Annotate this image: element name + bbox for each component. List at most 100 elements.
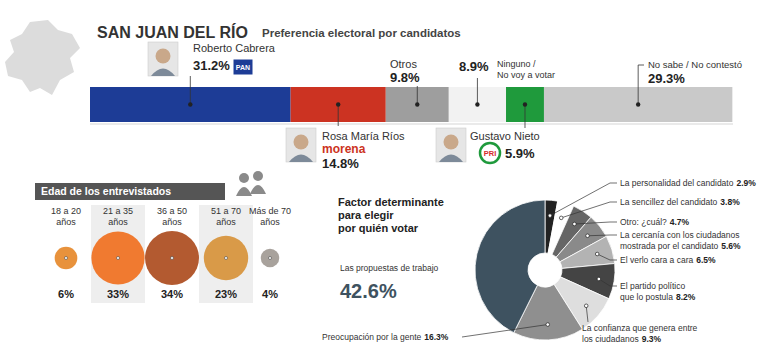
leader-dot [188, 102, 192, 106]
category-label: Rosa María Ríos [322, 130, 405, 142]
data-label: 5.9% [505, 146, 535, 161]
title: Edad de los entrevistados [41, 185, 171, 197]
bubble [91, 231, 144, 284]
photo-body [151, 69, 175, 77]
category-label: Roberto Cabrera [193, 42, 276, 54]
leader-line [477, 78, 478, 105]
data-label: 42.6% [340, 280, 397, 302]
category-label: No voy a votar [497, 70, 555, 80]
data-label: 9.3% [642, 334, 662, 344]
party-label: PAN [236, 64, 250, 71]
column-band [91, 205, 145, 303]
leader-dot [475, 102, 479, 106]
leader-line [597, 254, 617, 260]
photo-frame [148, 42, 178, 76]
leader-line [599, 279, 617, 286]
category-label: años [216, 217, 236, 227]
leader-dot [595, 252, 599, 256]
category-label: Otro: ¿cuál? [620, 217, 667, 227]
leader-line [338, 105, 339, 127]
slice-label: La sencillez del candidato3.8% [620, 197, 740, 207]
category-label: años [108, 217, 128, 227]
photo-frame [286, 128, 316, 162]
candidate-photo [436, 128, 466, 162]
data-label: 5.6% [721, 241, 741, 251]
leader-dot [546, 323, 550, 327]
data-label: 4.7% [670, 217, 690, 227]
category-label: El verlo cara a cara [620, 255, 693, 265]
candidate-photo [286, 128, 316, 162]
category-label: La cercanía con los ciudadanos [620, 230, 740, 240]
bubble-center [171, 257, 174, 260]
slice-label: El partido políticoque lo postula8.2% [620, 281, 696, 302]
leader-line [417, 86, 418, 105]
category-label: Gustavo Nieto [470, 130, 540, 142]
data-label: 33% [107, 288, 129, 300]
person-icon [239, 173, 249, 183]
bubble-center [65, 257, 68, 260]
category-label: 21 a 35 [103, 206, 133, 216]
photo-face [294, 135, 309, 150]
category-label: Preocupación por la gente [322, 332, 422, 342]
party-label: morena [322, 142, 366, 156]
pie-slice [560, 236, 615, 268]
column-band [199, 205, 253, 303]
leader-line [574, 222, 617, 224]
slice-label: La personalidad del candidato2.9% [620, 178, 756, 188]
photo-face [156, 49, 171, 64]
category-label: La sencillez del candidato [620, 197, 718, 207]
leader-line [638, 65, 639, 105]
data-label: 16.3% [424, 332, 449, 342]
bar-group [90, 87, 732, 122]
leader-line [524, 105, 525, 129]
data-label: 14.8% [322, 156, 359, 171]
slice-label: La cercanía con los ciudadanosmostrada p… [620, 230, 741, 251]
category-label: años [162, 217, 182, 227]
person-icon [236, 187, 252, 196]
photo-face [444, 135, 459, 150]
category-label: El partido político [620, 281, 685, 291]
pie-slice [475, 200, 545, 333]
leader-dot [586, 234, 590, 238]
leader-dot [548, 214, 552, 218]
leader-dot [559, 216, 563, 220]
category-label: La personalidad del candidato [620, 178, 734, 188]
data-label: 9.8% [390, 70, 420, 85]
leader-line [561, 202, 617, 218]
data-label: 4% [262, 288, 278, 300]
category-label: No sabe / No contestó [648, 59, 742, 70]
candidate-photo [148, 42, 178, 76]
data-label: 29.3% [648, 71, 685, 86]
category-label: Las propuestas de trabajo [340, 263, 439, 273]
bubble [55, 247, 78, 270]
category-label: 36 a 50 [157, 206, 187, 216]
person-icon [250, 185, 266, 194]
category-label: 51 a 70 [211, 206, 241, 216]
data-label: 2.9% [736, 178, 756, 188]
leader-dot [523, 102, 527, 106]
slice-label: La confianza que genera entrelos ciudada… [582, 323, 698, 344]
leader-line [638, 65, 644, 66]
leader-dot [573, 222, 577, 226]
leader-dot [584, 304, 588, 308]
photo-body [289, 155, 313, 163]
category-label: años [260, 217, 280, 227]
category-label: 18 a 20 [51, 206, 81, 216]
leader-dot [336, 102, 340, 106]
section-header [35, 183, 225, 200]
title: para elegir [338, 209, 394, 221]
bubble-center [225, 257, 228, 260]
category-label: que lo postula [620, 292, 673, 302]
photo-body [439, 155, 463, 163]
bubble-center [269, 257, 272, 260]
data-label: 6% [58, 288, 74, 300]
pie-group [475, 200, 615, 340]
category-label: años [56, 217, 76, 227]
category-label: mostrada por el candidato [620, 241, 719, 251]
category-label: La confianza que genera entre [582, 323, 698, 333]
data-label: 3.8% [720, 197, 740, 207]
bubble [261, 249, 280, 268]
category-label: los ciudadanos [582, 334, 639, 344]
slice-label: Otro: ¿cuál?4.7% [620, 217, 690, 227]
leader-line [586, 306, 588, 322]
